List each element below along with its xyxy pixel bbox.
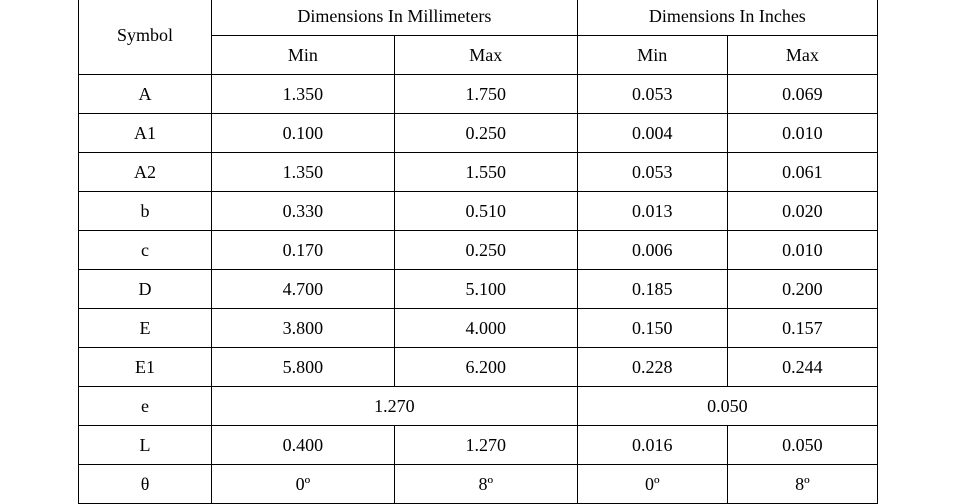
mm-max-cell: 1.550: [394, 153, 577, 192]
table-row: E 3.800 4.000 0.150 0.157: [79, 309, 878, 348]
in-min-cell: 0.006: [577, 231, 727, 270]
mm-group-header: Dimensions In Millimeters: [212, 0, 578, 36]
in-max-cell: 0.200: [727, 270, 877, 309]
dimensions-table: Symbol Dimensions In Millimeters Dimensi…: [78, 0, 878, 504]
in-min-cell: 0.228: [577, 348, 727, 387]
mm-min-cell: 4.700: [212, 270, 395, 309]
mm-min-cell: 1.350: [212, 153, 395, 192]
mm-max-cell: 0.250: [394, 114, 577, 153]
mm-min-cell: 5.800: [212, 348, 395, 387]
mm-max-header: Max: [394, 36, 577, 75]
in-max-cell: 0.050: [727, 426, 877, 465]
table-row: A1 0.100 0.250 0.004 0.010: [79, 114, 878, 153]
mm-max-cell: 8º: [394, 465, 577, 504]
mm-max-cell: 0.250: [394, 231, 577, 270]
in-group-header: Dimensions In Inches: [577, 0, 877, 36]
mm-min-header: Min: [212, 36, 395, 75]
table-row: b 0.330 0.510 0.013 0.020: [79, 192, 878, 231]
table-row: A 1.350 1.750 0.053 0.069: [79, 75, 878, 114]
mm-min-cell: 0.170: [212, 231, 395, 270]
mm-min-cell: 0.400: [212, 426, 395, 465]
mm-max-cell: 1.270: [394, 426, 577, 465]
in-min-cell: 0.013: [577, 192, 727, 231]
symbol-cell: E1: [79, 348, 212, 387]
in-span-cell: 0.050: [577, 387, 877, 426]
in-max-cell: 0.010: [727, 231, 877, 270]
symbol-cell: θ: [79, 465, 212, 504]
mm-max-cell: 1.750: [394, 75, 577, 114]
in-max-cell: 0.020: [727, 192, 877, 231]
mm-max-cell: 0.510: [394, 192, 577, 231]
in-min-cell: 0º: [577, 465, 727, 504]
mm-min-cell: 0º: [212, 465, 395, 504]
symbol-cell: e: [79, 387, 212, 426]
mm-min-cell: 1.350: [212, 75, 395, 114]
in-max-header: Max: [727, 36, 877, 75]
mm-span-cell: 1.270: [212, 387, 578, 426]
table-row: E1 5.800 6.200 0.228 0.244: [79, 348, 878, 387]
mm-min-cell: 0.100: [212, 114, 395, 153]
symbol-cell: b: [79, 192, 212, 231]
in-min-cell: 0.185: [577, 270, 727, 309]
mm-max-cell: 6.200: [394, 348, 577, 387]
symbol-cell: A2: [79, 153, 212, 192]
table-row: A2 1.350 1.550 0.053 0.061: [79, 153, 878, 192]
table-row: e 1.270 0.050: [79, 387, 878, 426]
in-max-cell: 0.069: [727, 75, 877, 114]
mm-max-cell: 4.000: [394, 309, 577, 348]
mm-min-cell: 0.330: [212, 192, 395, 231]
symbol-cell: A1: [79, 114, 212, 153]
table-header-row-1: Symbol Dimensions In Millimeters Dimensi…: [79, 0, 878, 36]
in-min-cell: 0.053: [577, 153, 727, 192]
mm-max-cell: 5.100: [394, 270, 577, 309]
in-max-cell: 0.010: [727, 114, 877, 153]
in-min-header: Min: [577, 36, 727, 75]
symbol-cell: E: [79, 309, 212, 348]
table-row: θ 0º 8º 0º 8º: [79, 465, 878, 504]
in-min-cell: 0.053: [577, 75, 727, 114]
symbol-cell: A: [79, 75, 212, 114]
in-max-cell: 0.061: [727, 153, 877, 192]
table-row: c 0.170 0.250 0.006 0.010: [79, 231, 878, 270]
table-row: L 0.400 1.270 0.016 0.050: [79, 426, 878, 465]
in-min-cell: 0.016: [577, 426, 727, 465]
symbol-header: Symbol: [79, 0, 212, 75]
symbol-cell: D: [79, 270, 212, 309]
in-min-cell: 0.150: [577, 309, 727, 348]
symbol-cell: L: [79, 426, 212, 465]
in-max-cell: 0.244: [727, 348, 877, 387]
table-row: D 4.700 5.100 0.185 0.200: [79, 270, 878, 309]
in-max-cell: 8º: [727, 465, 877, 504]
mm-min-cell: 3.800: [212, 309, 395, 348]
in-max-cell: 0.157: [727, 309, 877, 348]
in-min-cell: 0.004: [577, 114, 727, 153]
symbol-cell: c: [79, 231, 212, 270]
